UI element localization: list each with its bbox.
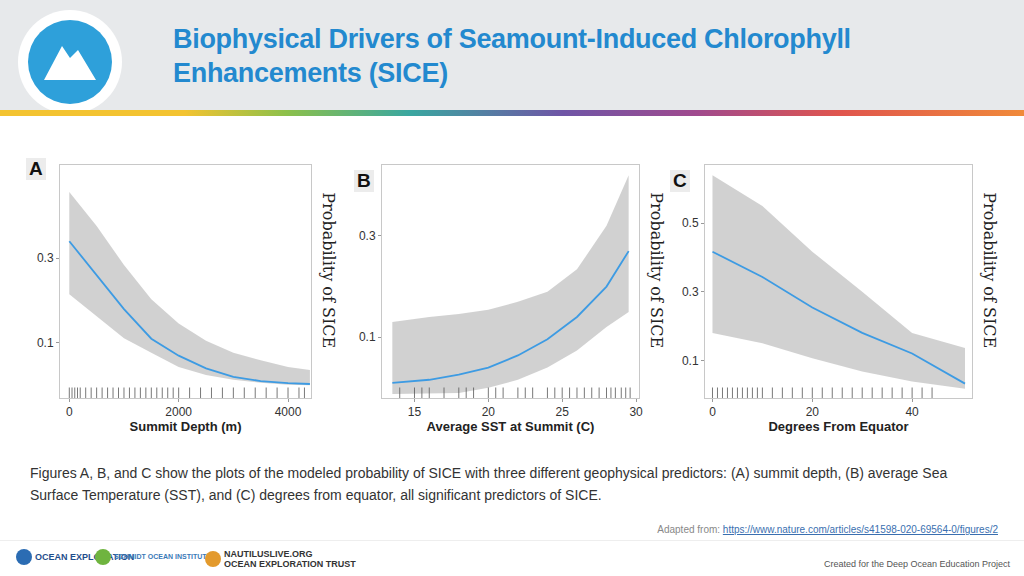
html-text:Biophysical Drivers of Seamoun: Biophysical Drivers of Seamount-Induced …	[173, 24, 851, 54]
html-text:Created for the Deep Ocean Edu: Created for the Deep Ocean Education Pro…	[823, 559, 1010, 569]
svg-text:15: 15	[408, 405, 422, 419]
html-text:A: A	[29, 158, 43, 179]
html-text:Figures A, B, and C show the p: Figures A, B, and C show the plots of th…	[30, 465, 948, 503]
svg-text:Probability of SICE: Probability of SICE	[980, 192, 999, 348]
svg-text:0.3: 0.3	[682, 285, 699, 299]
svg-text:4000: 4000	[275, 405, 302, 419]
svg-text:0.1: 0.1	[359, 330, 376, 344]
html-text:OCEAN EXPLORATION: OCEAN EXPLORATION	[35, 552, 135, 562]
svg-text:20: 20	[482, 405, 496, 419]
html-text:Enhancements (SICE): Enhancements (SICE)	[173, 58, 448, 88]
svg-text:40: 40	[905, 405, 919, 419]
svg-text:0.1: 0.1	[37, 336, 54, 350]
svg-text:0.3: 0.3	[359, 229, 376, 243]
html-text:SCHMIDT OCEAN INSTITUTE: SCHMIDT OCEAN INSTITUTE	[114, 553, 212, 560]
svg-text:25: 25	[556, 405, 570, 419]
svg-text:Average SST at Summit (C): Average SST at Summit (C)	[427, 419, 595, 434]
svg-text:2000: 2000	[165, 405, 192, 419]
svg-text:Degrees From Equator: Degrees From Equator	[768, 419, 908, 434]
html-text:C: C	[673, 170, 687, 191]
html-text:NAUTILUSLIVE.ORG: NAUTILUSLIVE.ORG	[224, 549, 313, 559]
svg-text:Probability of SICE: Probability of SICE	[319, 192, 338, 348]
svg-text:0.1: 0.1	[682, 354, 699, 368]
svg-text:0: 0	[66, 405, 73, 419]
svg-text:30: 30	[629, 405, 643, 419]
html-text:Adapted from: https://www.natu: Adapted from: https://www.nature.com/art…	[657, 524, 998, 535]
svg-text:0: 0	[709, 405, 716, 419]
svg-text:Probability of SICE: Probability of SICE	[647, 192, 666, 348]
svg-text:Summit Depth (m): Summit Depth (m)	[130, 419, 242, 434]
svg-text:0.3: 0.3	[37, 251, 54, 265]
html-text:B: B	[357, 170, 371, 191]
svg-text:0.5: 0.5	[682, 216, 699, 230]
html-text:OCEAN EXPLORATION TRUST: OCEAN EXPLORATION TRUST	[224, 559, 356, 569]
svg-text:20: 20	[806, 405, 820, 419]
